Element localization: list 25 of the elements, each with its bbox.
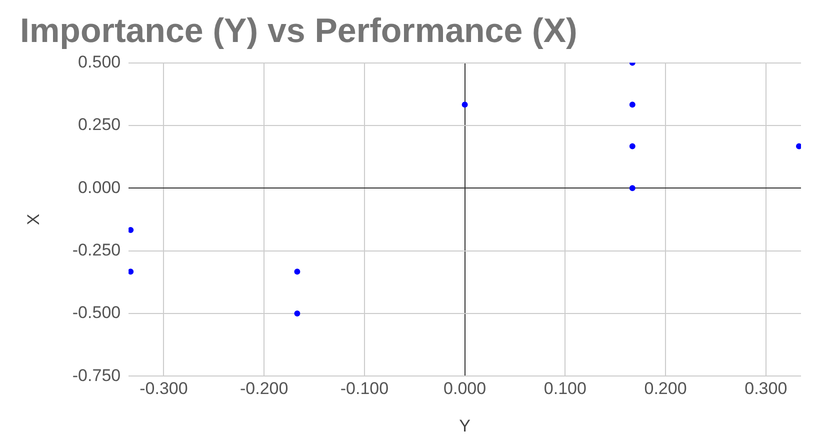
- point: [294, 310, 300, 317]
- y-tick-label: -0.250: [72, 240, 121, 260]
- y-tick-label: -0.750: [72, 366, 121, 385]
- point: [629, 102, 636, 108]
- y-tick-label: 0.500: [78, 52, 121, 72]
- chart-title: Importance (Y) vs Performance (X): [20, 12, 578, 50]
- point: [629, 143, 636, 150]
- y-tick-label: 0.250: [78, 115, 121, 134]
- point: [294, 268, 300, 275]
- y-tick-label: -0.500: [72, 303, 121, 322]
- y-axis-title: X: [24, 214, 43, 226]
- x-tick-label: 0.000: [444, 379, 486, 398]
- point: [128, 268, 134, 275]
- x-tick-label: 0.100: [544, 379, 586, 398]
- point: [462, 102, 468, 108]
- point: [796, 143, 801, 150]
- y-tick-label: 0.000: [78, 178, 121, 197]
- point: [629, 185, 636, 192]
- x-tick-label: -0.100: [340, 379, 389, 398]
- x-tick-label: 0.200: [644, 379, 687, 398]
- point: [128, 227, 134, 234]
- x-tick-label: -0.300: [140, 379, 188, 398]
- x-tick-label: 0.300: [744, 379, 788, 398]
- x-tick-label: -0.200: [240, 379, 288, 398]
- x-axis-title: Y: [459, 416, 470, 436]
